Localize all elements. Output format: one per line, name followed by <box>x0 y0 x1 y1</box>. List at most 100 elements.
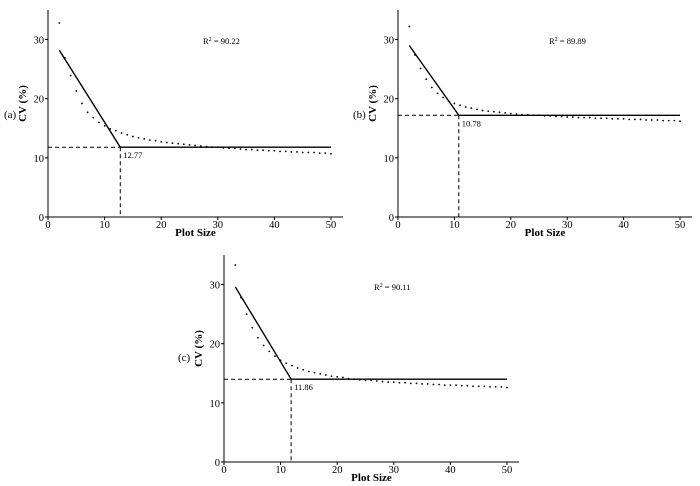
observed-data-point <box>120 132 123 134</box>
observed-data-point <box>268 350 271 353</box>
observed-data-point <box>290 151 293 153</box>
observed-data-point <box>273 149 276 152</box>
observed-data-point <box>302 368 305 371</box>
observed-data-point <box>165 141 168 144</box>
observed-data-point <box>132 135 134 138</box>
observed-data-point <box>364 379 367 382</box>
observed-data-point <box>466 384 469 387</box>
x-tick-label: 20 <box>156 220 167 231</box>
observed-data-point <box>375 380 378 382</box>
observed-data-point <box>222 146 225 149</box>
x-tick-label: 50 <box>326 220 337 231</box>
observed-data-point <box>148 139 151 142</box>
observed-data-point <box>137 136 140 139</box>
observed-data-point <box>296 151 298 153</box>
observed-data-point <box>605 117 608 120</box>
y-axis-label: CV (%) <box>17 85 29 122</box>
optimum-plot-size-label: 12.77 <box>123 150 142 160</box>
x-tick-label: 0 <box>221 465 226 476</box>
observed-data-point <box>370 379 373 382</box>
observed-data-point <box>69 74 72 77</box>
observed-data-point <box>285 362 288 365</box>
observed-data-point <box>414 54 416 56</box>
observed-data-point <box>109 127 112 130</box>
observed-data-point <box>313 151 315 154</box>
observed-data-point <box>509 112 512 115</box>
observed-data-point <box>177 142 180 145</box>
panel-label: (a) <box>4 109 17 121</box>
observed-data-point <box>115 129 117 132</box>
x-axis-label: Plot Size <box>175 227 216 239</box>
observed-data-point <box>228 147 231 150</box>
observed-data-point <box>313 371 316 374</box>
r-squared-annotation: R2 = 90.11 <box>374 282 411 292</box>
observed-data-point <box>347 377 350 380</box>
observed-data-point <box>443 384 446 387</box>
observed-data-point <box>98 121 100 124</box>
y-axis-label: CV (%) <box>367 85 379 122</box>
observed-data-point <box>205 145 208 148</box>
y-tick-label: 10 <box>384 154 395 165</box>
observed-data-point <box>336 375 339 378</box>
observed-data-point <box>532 114 535 117</box>
x-tick-label: 30 <box>562 220 573 231</box>
observed-data-point <box>492 110 495 113</box>
observed-data-point <box>408 25 411 28</box>
observed-data-point <box>476 108 478 111</box>
observed-data-point <box>358 378 361 381</box>
observed-data-point <box>245 148 248 151</box>
observed-data-point <box>126 133 129 136</box>
x-tick-label: 30 <box>213 220 224 231</box>
observed-data-point <box>549 114 552 117</box>
observed-data-point <box>453 102 456 105</box>
observed-data-point <box>75 90 78 92</box>
y-axis-label: CV (%) <box>193 330 205 367</box>
observed-data-point <box>426 383 429 385</box>
observed-data-point <box>442 96 445 99</box>
observed-data-point <box>324 374 327 376</box>
observed-data-point <box>279 150 281 153</box>
observed-data-point <box>504 112 507 114</box>
observed-data-point <box>199 145 202 147</box>
observed-data-point <box>308 370 310 373</box>
observed-data-point <box>86 111 89 114</box>
observed-data-point <box>296 367 299 369</box>
observed-data-point <box>667 119 670 122</box>
observed-data-point <box>489 385 491 388</box>
observed-data-point <box>506 386 508 389</box>
observed-data-point <box>419 67 422 70</box>
observed-data-point <box>143 138 146 140</box>
observed-data-point <box>521 113 523 116</box>
observed-data-point <box>447 100 450 102</box>
observed-data-point <box>404 381 407 384</box>
y-tick-label: 10 <box>210 399 221 410</box>
y-tick-label: 30 <box>210 281 221 292</box>
observed-data-point <box>262 344 265 347</box>
panel-label: (c) <box>178 352 191 364</box>
observed-data-point <box>251 326 254 329</box>
r-squared-annotation: R2 = 89.89 <box>549 36 586 46</box>
observed-data-point <box>673 119 676 122</box>
observed-data-point <box>387 381 390 384</box>
x-tick-label: 40 <box>618 220 629 231</box>
observed-data-point <box>211 146 214 149</box>
observed-data-point <box>656 119 659 121</box>
observed-data-point <box>500 385 503 388</box>
observed-data-point <box>171 142 174 144</box>
y-tick-label: 30 <box>34 36 45 47</box>
observed-data-point <box>324 152 327 155</box>
observed-data-point <box>245 313 248 316</box>
observed-data-point <box>279 359 282 362</box>
observed-data-point <box>633 118 636 121</box>
observed-data-point <box>421 383 423 385</box>
x-tick-label: 40 <box>269 220 280 231</box>
observed-data-point <box>262 149 264 152</box>
observed-data-point <box>330 375 333 378</box>
linear-segment-line <box>234 286 292 380</box>
observed-data-point <box>628 118 631 121</box>
observed-data-point <box>449 384 452 387</box>
x-tick-label: 20 <box>332 465 343 476</box>
observed-data-point <box>436 92 439 95</box>
observed-data-point <box>459 104 461 107</box>
r-squared-symbol: R <box>374 282 380 292</box>
